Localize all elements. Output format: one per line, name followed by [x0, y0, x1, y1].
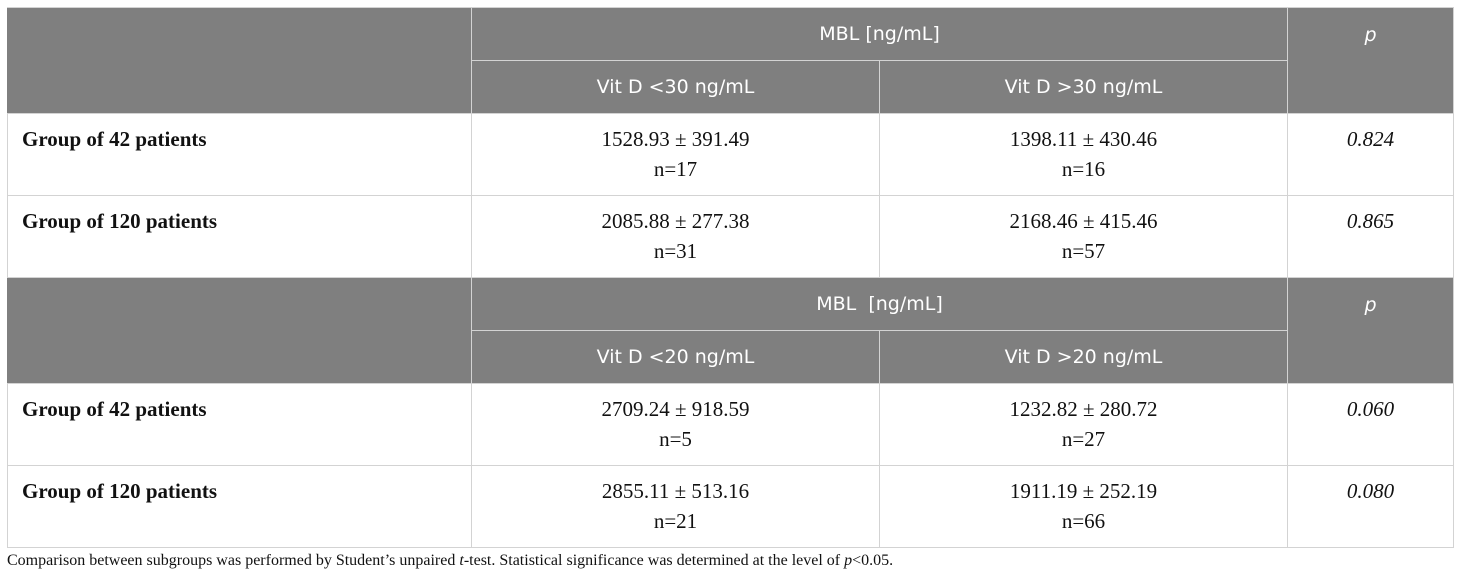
header-row-group: MBL [ng/mL] p — [7, 277, 1455, 384]
mean-sd: 1232.82 ± 280.72 — [1009, 397, 1158, 421]
sample-size: n=5 — [659, 427, 692, 451]
value-cell: 2709.24 ± 918.59 n=5 — [471, 383, 880, 466]
row-label: Group of 42 patients — [7, 113, 472, 196]
sample-size: n=31 — [653, 239, 698, 263]
header-p: p — [1287, 7, 1455, 114]
mean-sd: 1398.11 ± 430.46 — [1009, 127, 1158, 151]
row-label: Group of 120 patients — [7, 465, 472, 548]
footnote-t: t — [459, 552, 464, 569]
mean-sd: 1911.19 ± 252.19 — [1009, 479, 1158, 503]
table-footnote: Comparison between subgroups was perform… — [7, 552, 1453, 570]
mean-sd: 2168.46 ± 415.46 — [1009, 209, 1158, 233]
header-vitd-high: Vit D >30 ng/mL — [878, 60, 1289, 114]
table-row: Group of 120 patients 2085.88 ± 277.38 n… — [7, 195, 1455, 278]
header-vitd-low: Vit D <20 ng/mL — [471, 330, 880, 384]
footnote-text: <0.05. — [852, 552, 894, 569]
mean-sd: 2085.88 ± 277.38 — [601, 209, 750, 233]
value-cell: 1398.11 ± 430.46 n=16 — [878, 113, 1289, 196]
p-value: 0.060 — [1287, 383, 1455, 466]
sample-size: n=66 — [1061, 509, 1106, 533]
mean-sd: 2855.11 ± 513.16 — [601, 479, 750, 503]
sample-size: n=21 — [653, 509, 698, 533]
footnote-text: Comparison between subgroups was perform… — [7, 552, 460, 569]
p-value: 0.865 — [1287, 195, 1455, 278]
sample-size: n=27 — [1061, 427, 1106, 451]
header-blank-cell — [7, 277, 472, 384]
results-table: MBL [ng/mL] p Vit D <30 ng/mL Vit D >30 … — [7, 7, 1455, 548]
header-row-sub: Vit D <30 ng/mL Vit D >30 ng/mL — [8, 60, 1454, 114]
header-row-group: MBL [ng/mL] p — [7, 7, 1455, 114]
table-row: Group of 120 patients 2855.11 ± 513.16 n… — [7, 465, 1455, 548]
value-cell: 1232.82 ± 280.72 n=27 — [878, 383, 1289, 466]
results-table-container: MBL [ng/mL] p Vit D <30 ng/mL Vit D >30 … — [7, 7, 1455, 548]
table-row: Group of 42 patients 1528.93 ± 391.49 n=… — [7, 113, 1455, 196]
header-row-sub: Vit D <20 ng/mL Vit D >20 ng/mL — [8, 330, 1454, 384]
header-p: p — [1287, 277, 1455, 384]
mean-sd: 1528.93 ± 391.49 — [601, 127, 750, 151]
sample-size: n=57 — [1061, 239, 1106, 263]
row-label: Group of 120 patients — [7, 195, 472, 278]
value-cell: 1911.19 ± 252.19 n=66 — [878, 465, 1289, 548]
header-mbl: MBL [ng/mL] — [470, 7, 1289, 61]
header-mbl: MBL [ng/mL] — [470, 277, 1289, 331]
value-cell: 2855.11 ± 513.16 n=21 — [471, 465, 880, 548]
footnote-p: p — [844, 552, 853, 569]
value-cell: 2085.88 ± 277.38 n=31 — [471, 195, 880, 278]
p-value: 0.080 — [1287, 465, 1455, 548]
value-cell: 1528.93 ± 391.49 n=17 — [471, 113, 880, 196]
mean-sd: 2709.24 ± 918.59 — [601, 397, 750, 421]
sample-size: n=17 — [653, 157, 698, 181]
table-row: Group of 42 patients 2709.24 ± 918.59 n=… — [7, 383, 1455, 466]
sample-size: n=16 — [1061, 157, 1106, 181]
value-cell: 2168.46 ± 415.46 n=57 — [878, 195, 1289, 278]
header-vitd-low: Vit D <30 ng/mL — [471, 60, 880, 114]
p-value: 0.824 — [1287, 113, 1455, 196]
row-label: Group of 42 patients — [7, 383, 472, 466]
footnote-text: -test. Statistical significance was dete… — [463, 552, 845, 569]
header-blank-cell — [7, 7, 472, 114]
header-vitd-high: Vit D >20 ng/mL — [878, 330, 1289, 384]
